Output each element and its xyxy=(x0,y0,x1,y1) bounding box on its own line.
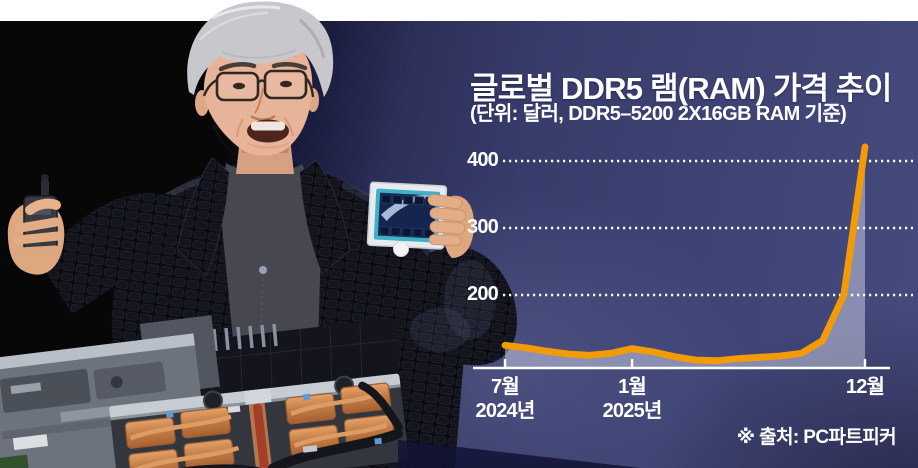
x-tick-month: 7월 xyxy=(491,376,520,398)
eye-left xyxy=(233,82,245,90)
red-coolant-pipe xyxy=(253,403,270,468)
headset-mic xyxy=(211,123,219,131)
x-tick-label: 7월 2024년 xyxy=(475,375,536,424)
jacket-lapel-left xyxy=(176,157,230,277)
jacket-lapel-right xyxy=(299,159,351,275)
eyebrow-left xyxy=(218,62,257,72)
price-line xyxy=(501,143,869,365)
zipper-pull xyxy=(259,266,267,274)
y-tick-label: 400 xyxy=(467,149,499,172)
eye-right xyxy=(280,80,292,88)
green-pcb xyxy=(0,454,30,468)
teeth xyxy=(251,121,285,131)
price-area-fill xyxy=(505,146,865,368)
y-tick-label: 200 xyxy=(467,283,499,306)
tshirt xyxy=(220,163,322,350)
server-tray-copper xyxy=(109,373,409,468)
x-tick-year: 2024년 xyxy=(475,400,536,423)
stage-shadow xyxy=(398,440,640,468)
arm-with-remote xyxy=(7,174,176,314)
arm-with-chip xyxy=(366,181,517,366)
source-note: ※ 출처: PC파트피커 xyxy=(736,427,897,448)
x-tick-month: 1월 xyxy=(618,376,647,398)
eyebrow-right xyxy=(271,62,308,71)
chart-subtitle: (단위: 달러, DDR5–5200 2X16GB RAM 기준) xyxy=(470,103,847,125)
chart-title: 글로벌 DDR5 램(RAM) 가격 추이 xyxy=(470,71,892,106)
x-tick-month: 12월 xyxy=(845,376,885,398)
head xyxy=(187,1,334,174)
hair xyxy=(187,1,334,98)
chip-sticker xyxy=(393,241,409,257)
remote-antenna xyxy=(41,179,49,199)
x-tick-label: 1월 2025년 xyxy=(602,375,663,424)
y-tick-label: 300 xyxy=(467,216,499,239)
x-tick-year: 2025년 xyxy=(602,400,663,423)
x-tick-label: 12월 xyxy=(845,375,885,399)
